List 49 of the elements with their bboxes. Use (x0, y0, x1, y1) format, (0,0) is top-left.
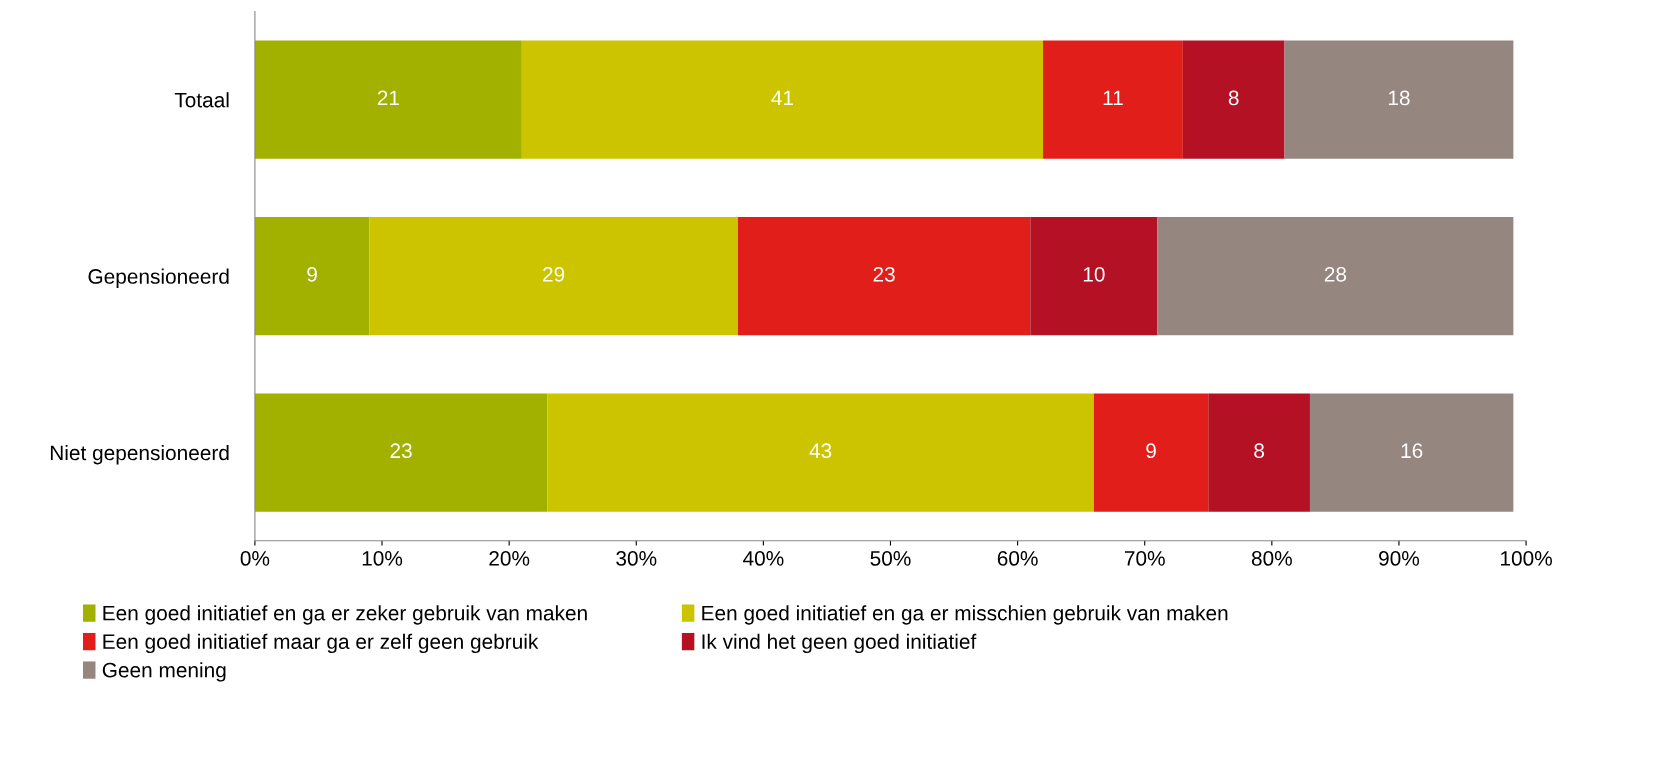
bar (254, 393, 548, 512)
y-tick-label: Totaal (174, 92, 229, 108)
x-tick-label: 0% (240, 551, 270, 566)
data-label: 9 (1146, 443, 1156, 459)
y-tick-label: Niet gepensioneerd (50, 444, 229, 465)
bar (547, 393, 1094, 512)
legend-label: Een goed initiatief en ga er misschien gebruik van maken (702, 605, 1228, 625)
bar (254, 40, 522, 159)
data-label: 8 (1228, 90, 1239, 106)
y-tick-label: Gepensioneerd (88, 268, 229, 288)
x-tick-label: 60% (997, 551, 1038, 566)
data-label: 9 (307, 266, 317, 282)
bar (1093, 393, 1209, 512)
bar (737, 217, 1031, 336)
x-tick-label: 30% (616, 551, 657, 566)
data-label: 11 (1103, 90, 1123, 106)
data-label: 8 (1254, 443, 1265, 459)
data-label: 21 (377, 90, 399, 106)
data-label: 29 (543, 266, 565, 282)
legend-label: Ik vind het geen goed initiatief (702, 633, 977, 654)
data-label: 41 (771, 90, 794, 106)
bar (1030, 217, 1158, 336)
x-tick-label: 90% (1379, 551, 1420, 566)
x-tick-label: 100% (1501, 551, 1552, 566)
x-tick-label: 50% (870, 551, 911, 566)
bar (254, 217, 370, 336)
data-label: 18 (1388, 90, 1410, 106)
bar (1043, 40, 1183, 159)
data-label: 23 (390, 443, 412, 459)
x-tick-label: 20% (489, 551, 530, 566)
data-label: 43 (809, 443, 832, 459)
data-label: 23 (873, 266, 895, 282)
x-tick-label: 10% (362, 551, 403, 566)
legend-label: Geen mening (102, 662, 226, 682)
legend-label: Een goed initiatief en ga er zeker gebruik van maken (103, 605, 587, 625)
bar (1309, 393, 1514, 512)
data-label: 16 (1401, 443, 1423, 459)
data-label: 10 (1083, 266, 1105, 282)
bar (1208, 393, 1310, 512)
x-tick-label: 80% (1251, 551, 1292, 566)
bar (521, 40, 1044, 159)
x-tick-label: 40% (743, 551, 784, 566)
legend-label: Een goed initiatief maar ga er zelf geen gebruik (103, 633, 539, 654)
bar (1182, 40, 1285, 159)
x-tick-label: 70% (1124, 551, 1165, 566)
bar (1157, 217, 1514, 336)
bar (369, 217, 738, 336)
bar (1284, 40, 1514, 159)
data-label: 28 (1324, 266, 1347, 282)
